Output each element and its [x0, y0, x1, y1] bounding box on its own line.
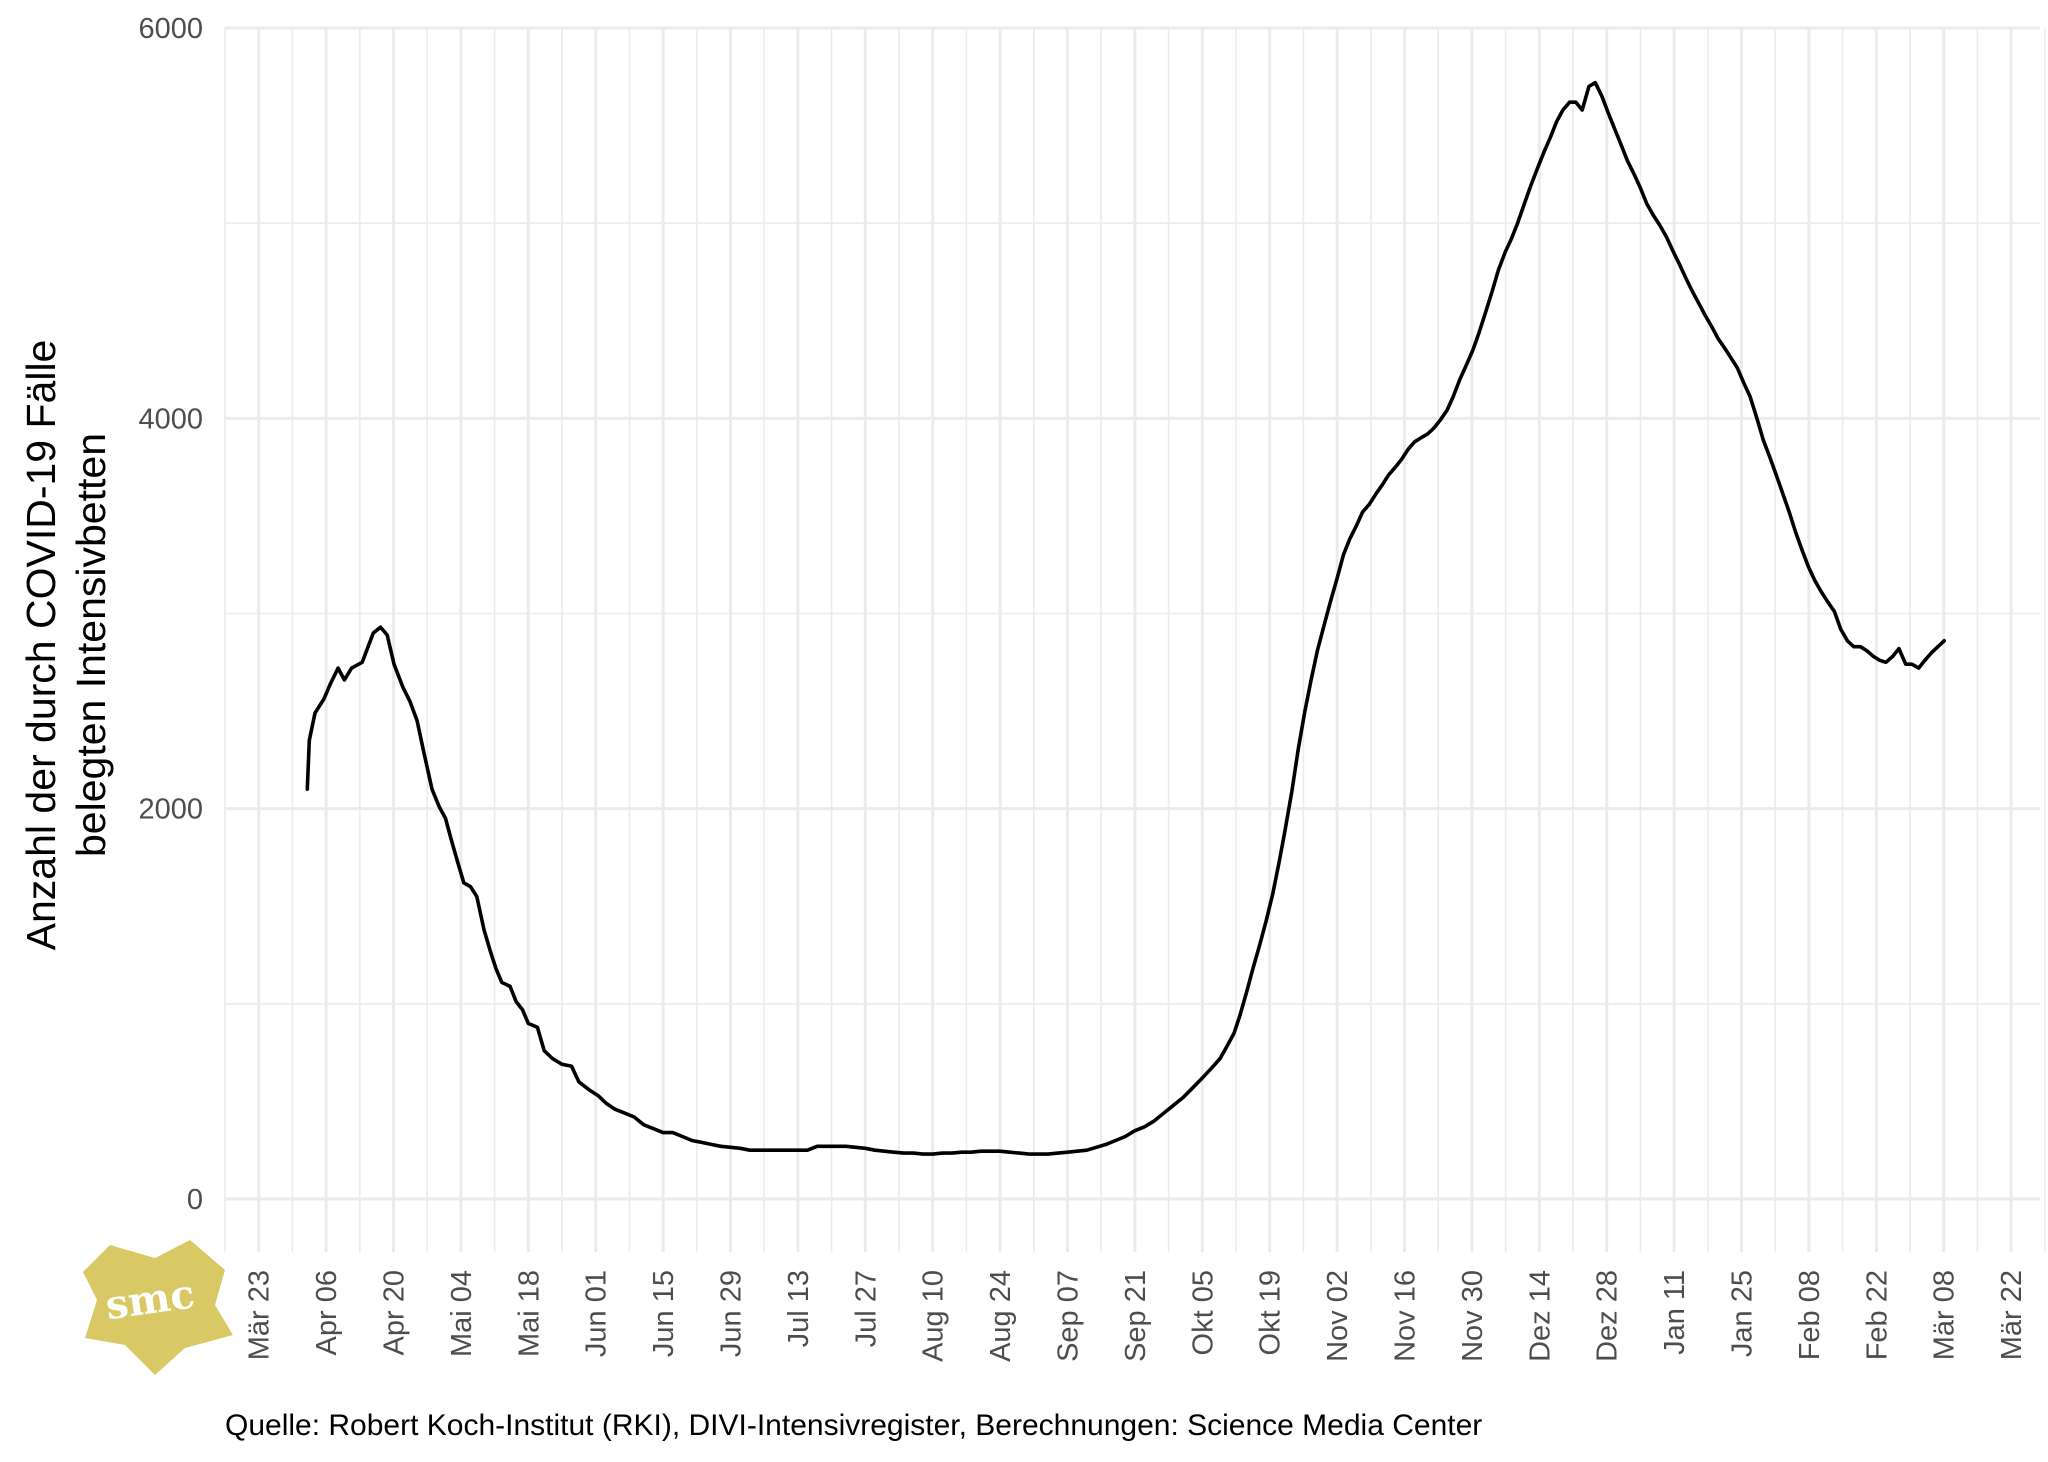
series-line: [305, 80, 1946, 1156]
y-axis-ticks: 0 2000 4000 6000: [138, 13, 203, 1216]
x-tick-label: Mai 04: [446, 1270, 478, 1357]
x-tick-label: Aug 24: [985, 1270, 1017, 1362]
x-tick-label: Jan 11: [1659, 1270, 1691, 1355]
x-tick-label: Mär 22: [1996, 1270, 2028, 1360]
x-tick-label: Feb 22: [1861, 1270, 1893, 1360]
x-tick-label: Jul 13: [783, 1270, 815, 1347]
y-axis-title-line2: belegten Intensivbetten: [68, 433, 114, 857]
x-tick-label: Sep 07: [1053, 1270, 1085, 1362]
x-tick-label: Mär 23: [244, 1270, 276, 1360]
x-tick-label: Mai 18: [513, 1270, 545, 1357]
x-tick-label: Jun 15: [648, 1270, 680, 1357]
x-tick-label: Jul 27: [850, 1270, 882, 1347]
grid: [224, 26, 2046, 1252]
x-tick-label: Okt 05: [1187, 1270, 1219, 1355]
x-tick-label: Nov 16: [1390, 1270, 1422, 1362]
x-tick-label: Apr 20: [379, 1270, 411, 1355]
x-axis-ticks: Mär 23 Apr 06 Apr 20 Mai 04 Mai 18 Jun 01 Jun …: [244, 1270, 2028, 1362]
x-tick-label: Nov 30: [1457, 1270, 1489, 1362]
x-tick-label: Jun 29: [716, 1270, 748, 1357]
x-tick-label: Mär 08: [1929, 1270, 1961, 1360]
y-tick-label: 0: [187, 1184, 203, 1216]
x-tick-label: Feb 08: [1794, 1270, 1826, 1360]
x-tick-label: Jan 25: [1727, 1270, 1759, 1357]
x-tick-label: Sep 21: [1120, 1270, 1152, 1362]
y-tick-label: 6000: [138, 13, 203, 45]
smc-logo-badge: [83, 1240, 233, 1375]
smc-logo: smc: [83, 1240, 233, 1375]
x-tick-label: Okt 19: [1255, 1270, 1287, 1355]
x-tick-label: Nov 02: [1322, 1270, 1354, 1362]
x-tick-label: Aug 10: [918, 1270, 950, 1362]
caption: Quelle: Robert Koch-Institut (RKI), DIVI…: [225, 1409, 1482, 1442]
y-tick-label: 2000: [138, 794, 203, 826]
y-axis-title-line1: Anzahl der durch COVID-19 Fälle: [18, 340, 64, 951]
x-tick-label: Apr 06: [311, 1270, 343, 1355]
y-tick-label: 4000: [138, 403, 203, 435]
x-tick-label: Dez 14: [1524, 1270, 1556, 1362]
x-tick-label: Jun 01: [581, 1270, 613, 1357]
x-tick-label: Dez 28: [1592, 1270, 1624, 1362]
